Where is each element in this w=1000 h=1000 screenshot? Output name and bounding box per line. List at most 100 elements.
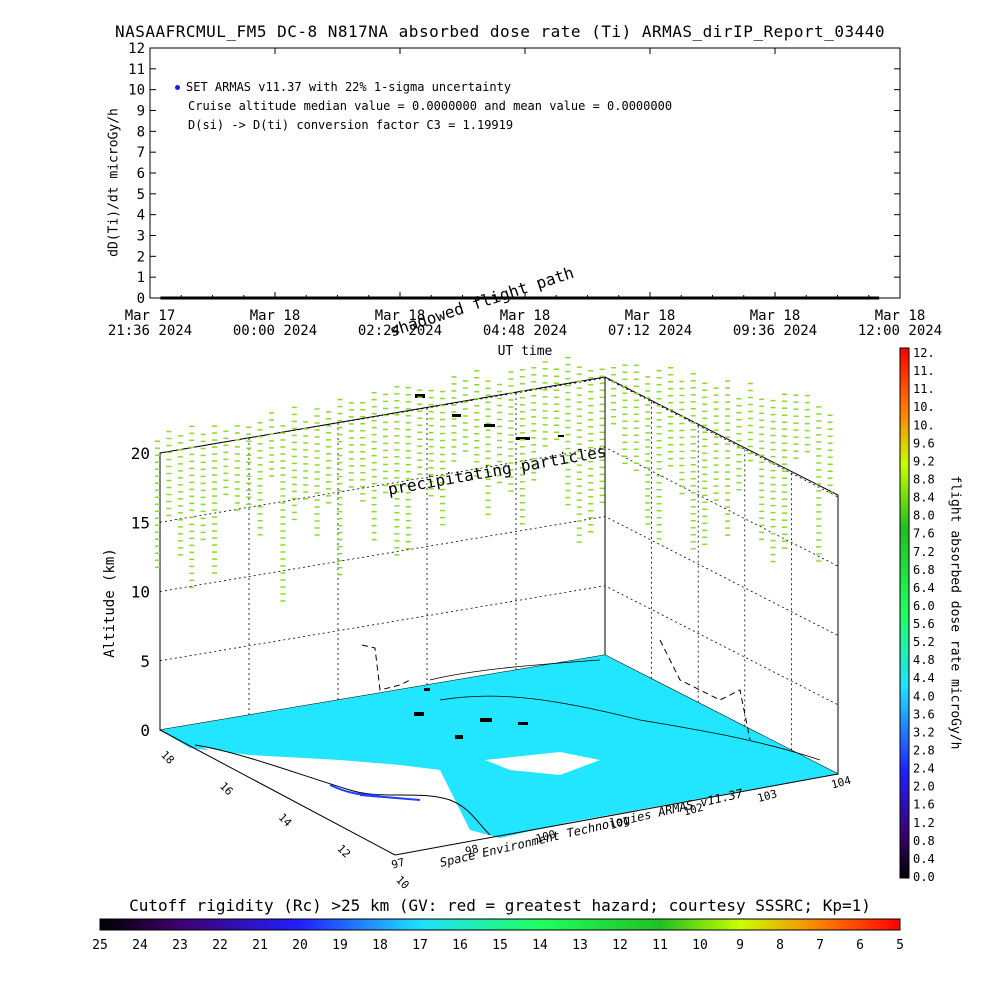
longitude-tick-label: 102 bbox=[682, 801, 705, 819]
latitude-tick-label: 10 bbox=[393, 873, 412, 892]
dose-rate-tick-label: 2.0 bbox=[913, 780, 935, 794]
3d-box-edge bbox=[159, 729, 396, 856]
rigidity-tick-label: 8 bbox=[776, 938, 784, 953]
altitude-tick-label: 10 bbox=[131, 583, 150, 602]
y-tick-label: 4 bbox=[137, 208, 145, 224]
legend-series-label: SET ARMAS v11.37 with 22% 1-sigma uncert… bbox=[186, 80, 512, 94]
altitude-tick-label: 15 bbox=[131, 513, 150, 532]
dose-rate-colorbar-gradient bbox=[899, 347, 910, 879]
coastline bbox=[429, 659, 821, 761]
top-y-axis-label: dD(Ti)/dt microGy/h bbox=[106, 108, 122, 257]
dose-rate-tick-label: 12. bbox=[913, 346, 935, 360]
dose-rate-tick-label: 7.2 bbox=[913, 545, 935, 559]
longitude-tick-label: 98 bbox=[464, 842, 480, 858]
dose-rate-tick-label: 0.8 bbox=[913, 834, 935, 848]
dose-rate-tick-label: 8.8 bbox=[913, 472, 935, 486]
3d-box-edge bbox=[394, 773, 839, 856]
altitude-gridline bbox=[159, 446, 839, 567]
dose-rate-tick-label: 4.4 bbox=[913, 671, 935, 685]
x-tick-label-time: 02:24 2024 bbox=[358, 323, 442, 339]
latitude-tick-label: 12 bbox=[334, 842, 353, 861]
cutoff-rigidity-colorbar-title: Cutoff rigidity (Rc) >25 km (GV: red = g… bbox=[129, 896, 871, 915]
rigidity-tick-label: 21 bbox=[252, 938, 268, 953]
dose-rate-tick-label: 11. bbox=[913, 382, 935, 396]
dose-rate-tick-label: 8.0 bbox=[913, 509, 935, 523]
dose-rate-tick-label: 4.8 bbox=[913, 653, 935, 667]
rigidity-tick-label: 9 bbox=[736, 938, 744, 953]
y-tick-label: 8 bbox=[137, 124, 145, 140]
map-land-area bbox=[485, 752, 600, 775]
dose-rate-tick-label: 7.6 bbox=[913, 527, 935, 541]
dose-rate-colorbar: 0.0 0.4 0.8 1.2 1.6 2.0 2.4 2.8 3.2 3.6 4.0 4.4 4.8 5… bbox=[899, 346, 935, 884]
dose-rate-tick-label: 0.0 bbox=[913, 870, 935, 884]
x-tick-label-date: Mar 18 bbox=[625, 308, 676, 324]
x-tick-label-date: Mar 18 bbox=[250, 308, 301, 324]
legend-cruise-stats: Cruise altitude median value = 0.0000000… bbox=[188, 99, 673, 113]
dose-rate-tick-label: 8.4 bbox=[913, 491, 935, 505]
altitude-tick-label: 5 bbox=[140, 652, 150, 671]
x-tick-label-date: Mar 17 bbox=[125, 308, 176, 324]
y-tick-label: 10 bbox=[128, 83, 145, 99]
altitude-tick-label: 20 bbox=[131, 444, 150, 463]
dose-rate-tick-label: 6.8 bbox=[913, 563, 935, 577]
y-tick-label: 6 bbox=[137, 166, 145, 182]
x-tick-label-date: Mar 18 bbox=[375, 308, 426, 324]
rigidity-tick-label: 13 bbox=[572, 938, 588, 953]
legend-conversion-factor: D(si) -> D(ti) conversion factor C3 = 1.… bbox=[188, 118, 514, 132]
3d-flight-plot: 0 5 10 15 20 18 16 14 12 10 97 98 100 101 102 103 104 bbox=[131, 356, 853, 892]
longitude-tick-label: 103 bbox=[756, 787, 779, 805]
rigidity-tick-label: 17 bbox=[412, 938, 428, 953]
dose-rate-tick-label: 4.0 bbox=[913, 689, 935, 703]
longitude-tick-label: 100 bbox=[534, 828, 557, 846]
dose-rate-tick-label: 3.6 bbox=[913, 707, 935, 721]
altitude-gridline bbox=[159, 585, 839, 706]
dose-rate-tick-label: 10. bbox=[913, 418, 935, 432]
latitude-tick-label: 16 bbox=[217, 779, 236, 798]
x-tick-label-time: 07:12 2024 bbox=[608, 323, 692, 339]
x-tick-label-time: 04:48 2024 bbox=[483, 323, 567, 339]
rigidity-tick-label: 10 bbox=[692, 938, 708, 953]
rigidity-tick-label: 22 bbox=[212, 938, 228, 953]
dose-rate-tick-label: 9.6 bbox=[913, 436, 935, 450]
y-tick-label: 1 bbox=[137, 270, 145, 286]
dose-rate-tick-label: 6.4 bbox=[913, 581, 935, 595]
rigidity-tick-label: 20 bbox=[292, 938, 308, 953]
y-tick-label: 5 bbox=[137, 187, 145, 203]
rigidity-tick-label: 14 bbox=[532, 938, 548, 953]
rigidity-tick-label: 24 bbox=[132, 938, 148, 953]
dose-rate-tick-label: 6.0 bbox=[913, 599, 935, 613]
cutoff-rigidity-colorbar-gradient bbox=[99, 918, 901, 931]
x-tick-label-date: Mar 18 bbox=[875, 308, 926, 324]
rigidity-tick-label: 15 bbox=[492, 938, 508, 953]
flight-path-floor bbox=[414, 688, 528, 739]
altitude-gridline bbox=[159, 516, 839, 636]
rigidity-tick-label: 16 bbox=[452, 938, 468, 953]
altitude-gridline bbox=[159, 377, 839, 498]
rigidity-tick-label: 18 bbox=[372, 938, 388, 953]
cutoff-rigidity-colorbar: 25 24 23 22 21 20 19 18 17 16 15 14 13 12 11 10 9 8 7 6 5 bbox=[92, 918, 904, 953]
dose-rate-colorbar-label: flight absorbed dose rate microGy/h bbox=[947, 475, 963, 750]
dose-rate-tick-label: 3.2 bbox=[913, 725, 935, 739]
rigidity-tick-label: 11 bbox=[652, 938, 668, 953]
x-tick-label-date: Mar 18 bbox=[500, 308, 551, 324]
rigidity-tick-label: 23 bbox=[172, 938, 188, 953]
y-tick-label: 12 bbox=[128, 41, 145, 57]
legend-marker bbox=[175, 85, 180, 90]
dose-rate-tick-label: 0.4 bbox=[913, 852, 935, 866]
latitude-tick-label: 14 bbox=[276, 811, 295, 830]
altitude-tick-label: 0 bbox=[140, 721, 150, 740]
rigidity-tick-label: 12 bbox=[612, 938, 628, 953]
top-x-axis-label: UT time bbox=[497, 344, 553, 359]
dose-rate-tick-label: 2.4 bbox=[913, 762, 935, 776]
page-title: NASAAFRCMUL_FM5 DC-8 N817NA absorbed dos… bbox=[114, 22, 886, 41]
x-tick-label-time: 12:00 2024 bbox=[858, 323, 942, 339]
dose-rate-tick-label: 11. bbox=[913, 364, 935, 378]
precipitating-particles bbox=[155, 356, 833, 602]
dose-rate-tick-label: 2.8 bbox=[913, 744, 935, 758]
dose-rate-tick-label: 5.6 bbox=[913, 617, 935, 631]
rigidity-tick-label: 5 bbox=[896, 938, 904, 953]
flight-path-aloft bbox=[415, 394, 564, 440]
altitude-axis-label: Altitude (km) bbox=[102, 548, 118, 658]
longitude-tick-label: 97 bbox=[390, 856, 406, 872]
3d-gridlines bbox=[159, 377, 839, 751]
